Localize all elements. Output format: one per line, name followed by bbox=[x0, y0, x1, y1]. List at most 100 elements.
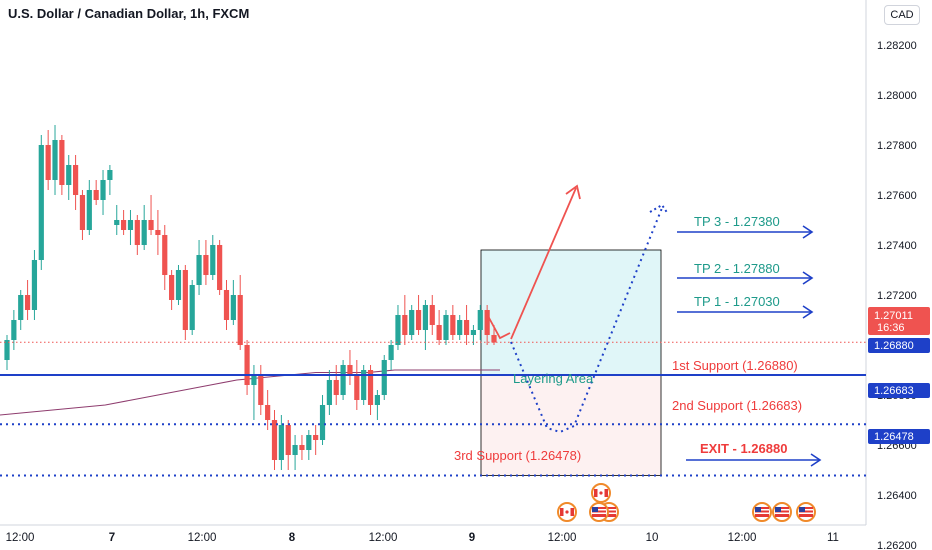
candle bbox=[203, 240, 209, 285]
candle bbox=[189, 280, 195, 335]
candle bbox=[155, 210, 161, 255]
layering-area-label: Layering Area bbox=[513, 371, 594, 386]
us-flag-icon[interactable] bbox=[589, 502, 609, 522]
candle-body bbox=[313, 435, 319, 440]
candle-body bbox=[134, 220, 140, 245]
red-drop-arrow bbox=[487, 315, 511, 340]
price-tag-1-value: 1.26880 bbox=[874, 340, 914, 352]
moving-average-line bbox=[0, 369, 500, 416]
candle-body bbox=[223, 290, 230, 320]
time-tick-label: 12:00 bbox=[728, 532, 757, 544]
chart-title: U.S. Dollar / Canadian Dollar, 1h, FXCM bbox=[8, 6, 250, 21]
candle-body bbox=[340, 365, 346, 395]
candle bbox=[326, 370, 332, 415]
take-profit-zone bbox=[480, 249, 662, 376]
candle-body bbox=[45, 145, 51, 180]
tp1-label: TP 1 - 1.27030 bbox=[694, 294, 780, 309]
candle-body bbox=[429, 305, 435, 325]
candle bbox=[333, 365, 339, 405]
candle bbox=[31, 250, 38, 320]
candle-body bbox=[66, 165, 72, 185]
candle bbox=[72, 155, 79, 210]
candle-body bbox=[18, 295, 24, 320]
us-flag-icon[interactable] bbox=[796, 502, 816, 522]
candle bbox=[319, 395, 326, 445]
price-tick-label: 1.28000 bbox=[877, 90, 917, 102]
candle-body bbox=[395, 315, 401, 345]
candle-body bbox=[162, 235, 168, 275]
candle-body bbox=[175, 270, 182, 300]
candle bbox=[93, 180, 99, 205]
candle-body bbox=[86, 190, 92, 230]
candle bbox=[258, 365, 264, 415]
candle-body bbox=[127, 220, 134, 230]
candle-body bbox=[189, 285, 195, 330]
candle-body bbox=[457, 320, 463, 335]
candle-body bbox=[361, 370, 367, 400]
candle bbox=[24, 280, 31, 320]
candle bbox=[477, 305, 483, 340]
time-axis: 12:00 7 12:00 8 12:00 9 12:00 10 12:00 11 bbox=[6, 532, 839, 544]
price-tick-label: 1.26400 bbox=[877, 490, 917, 502]
candle bbox=[388, 340, 394, 370]
us-flag-icon[interactable] bbox=[752, 502, 772, 522]
candle-body bbox=[326, 380, 332, 405]
economic-event-flags[interactable] bbox=[557, 483, 816, 522]
candle-body bbox=[11, 320, 17, 340]
candle-body bbox=[306, 435, 312, 450]
candle-body bbox=[100, 180, 106, 200]
candle bbox=[169, 270, 175, 310]
candle-body bbox=[484, 310, 490, 335]
candle bbox=[237, 275, 243, 350]
candle bbox=[251, 365, 257, 420]
candle bbox=[381, 355, 387, 400]
support-1-label: 1st Support (1.26880) bbox=[672, 358, 798, 373]
candle-body bbox=[230, 295, 236, 320]
candle-body bbox=[4, 340, 10, 360]
candles bbox=[4, 125, 497, 470]
candle-body bbox=[271, 420, 278, 460]
candle-body bbox=[374, 395, 380, 405]
candle bbox=[443, 310, 449, 345]
candle bbox=[4, 335, 10, 370]
candle bbox=[457, 315, 463, 340]
candle-body bbox=[93, 190, 99, 200]
candle-body bbox=[415, 310, 422, 330]
candle bbox=[148, 195, 154, 235]
price-tick-label: 1.26200 bbox=[877, 540, 917, 550]
time-tick-label: 9 bbox=[469, 532, 475, 544]
price-tag-1: 1.26880 bbox=[868, 338, 930, 353]
candle-body bbox=[203, 255, 209, 275]
candle-body bbox=[237, 295, 243, 345]
red-bullish-path bbox=[510, 187, 577, 340]
canada-flag-icon[interactable] bbox=[557, 502, 577, 522]
us-flag-icon[interactable] bbox=[772, 502, 792, 522]
candle bbox=[429, 295, 435, 335]
time-tick-label: 7 bbox=[109, 532, 115, 544]
candle bbox=[79, 190, 86, 240]
canada-flag-icon[interactable] bbox=[591, 483, 611, 503]
candle bbox=[114, 205, 120, 235]
price-tick-label: 1.28200 bbox=[877, 40, 917, 52]
candle-body bbox=[169, 275, 175, 300]
currency-button[interactable]: CAD bbox=[884, 5, 920, 25]
price-tick-label: 1.27200 bbox=[877, 290, 917, 302]
time-tick-label: 8 bbox=[289, 532, 296, 544]
candle-body bbox=[463, 320, 470, 335]
projection-paths bbox=[487, 184, 669, 434]
candle-body bbox=[450, 315, 456, 335]
current-price-tag: 1.27011 16:36 bbox=[868, 307, 930, 335]
candle bbox=[107, 165, 113, 195]
support-3-label: 3rd Support (1.26478) bbox=[454, 448, 581, 463]
candle-body bbox=[292, 445, 298, 455]
candle-body bbox=[182, 270, 188, 330]
candle-body bbox=[217, 245, 223, 290]
candle bbox=[11, 310, 17, 350]
candle-body bbox=[285, 425, 291, 455]
price-tick-label: 1.27600 bbox=[877, 190, 917, 202]
candle bbox=[354, 360, 360, 410]
candle bbox=[271, 410, 278, 470]
level-arrows bbox=[677, 225, 822, 467]
candle bbox=[66, 155, 72, 200]
